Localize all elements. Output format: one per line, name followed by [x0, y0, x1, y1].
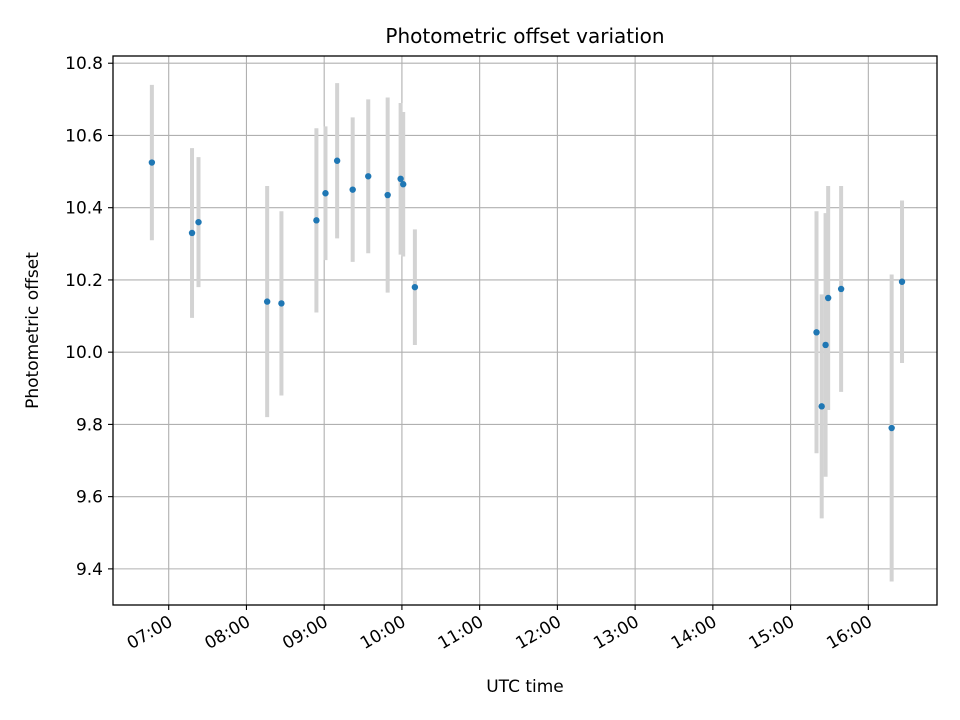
y-tick-label: 9.6: [76, 488, 103, 508]
x-tick-label: 14:00: [668, 612, 720, 654]
x-tick-label: 08:00: [202, 612, 254, 654]
data-point: [148, 159, 156, 166]
data-point: [333, 157, 341, 164]
grid-lines: [113, 56, 937, 605]
data-points: [148, 157, 906, 432]
data-point: [365, 173, 372, 180]
data-point: [397, 175, 404, 183]
y-tick-label: 9.4: [76, 560, 103, 580]
data-point: [322, 190, 329, 197]
data-point: [813, 329, 820, 336]
data-point: [384, 191, 391, 199]
plot-area-frame: [112, 55, 938, 606]
data-point: [898, 278, 906, 285]
x-tick-label: 15:00: [746, 612, 798, 654]
error-bars: [149, 83, 905, 582]
x-tick-label: 11:00: [435, 612, 487, 654]
data-point: [818, 403, 825, 410]
data-point: [888, 424, 895, 432]
data-point: [195, 218, 202, 226]
y-tick-label: 10.0: [65, 343, 103, 363]
x-tick-label: 07:00: [124, 612, 176, 654]
axis-ticks: 07:00 08:00 09:00 10:00 11:00 12:00 13:00 14:00…: [65, 54, 876, 654]
x-tick-label: 09:00: [279, 612, 331, 654]
x-tick-label: 12:00: [512, 612, 564, 654]
data-point: [349, 186, 356, 193]
y-axis-label: Photometric offset: [23, 252, 43, 409]
y-tick-label: 10.4: [65, 199, 103, 219]
data-point: [837, 285, 845, 293]
data-point: [313, 217, 320, 224]
data-point: [824, 294, 832, 302]
y-tick-label: 10.6: [65, 126, 103, 146]
chart-title: Photometric offset variation: [385, 24, 664, 48]
x-axis-label: UTC time: [486, 677, 564, 697]
data-point: [278, 300, 285, 307]
data-point: [822, 341, 829, 349]
y-tick-label: 10.8: [65, 54, 103, 74]
y-tick-label: 10.2: [65, 271, 103, 291]
data-point: [400, 181, 407, 188]
x-tick-label: 16:00: [823, 612, 875, 654]
x-tick-label: 13:00: [590, 612, 642, 654]
data-point: [188, 229, 196, 237]
data-point: [263, 298, 271, 305]
data-point: [411, 283, 419, 291]
y-tick-label: 9.8: [76, 415, 103, 435]
x-tick-label: 10:00: [357, 612, 409, 654]
